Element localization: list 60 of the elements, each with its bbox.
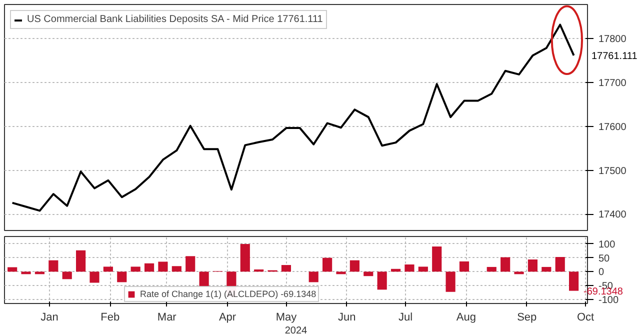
bar [322,258,332,272]
y-tick-label: -100 [598,294,619,306]
x-axis-title: 2024 [284,326,308,336]
x-tick-label: Feb [100,312,120,324]
bar [199,272,209,286]
bar [76,250,86,272]
bar [418,266,428,272]
y-tick-label: 17600 [598,122,627,133]
legend-label: US Commercial Bank Liabilities Deposits SA - Mid Price 17761.111 [27,14,323,25]
bar [528,259,538,272]
bar [117,272,127,282]
x-tick-label: May [276,312,298,324]
y-tick-label: 17800 [598,34,627,45]
bar [8,267,18,272]
bar [103,266,113,272]
line-series [11,24,575,212]
bar [569,272,579,291]
bar [390,268,401,272]
bar [459,261,470,272]
bar [350,260,360,272]
bar [308,272,318,282]
bar [336,272,346,274]
x-tick-label: Mar [157,312,177,324]
bar [281,265,292,272]
x-tick-label: Sep [517,312,537,324]
y-tick-label: 17400 [598,210,627,221]
bar [432,246,442,272]
bar [158,262,168,272]
y-tick-label: 0 [598,267,604,278]
bar [377,272,387,290]
y-tick-label: 100 [598,239,616,250]
bar [144,263,154,272]
bar [172,266,182,272]
bar [486,266,496,272]
bar [240,244,250,272]
bar [446,272,456,292]
x-tick-label: Jul [398,312,413,324]
bar [364,272,374,276]
y-tick-label: 50 [598,253,610,264]
bar [90,272,100,283]
bar [21,272,31,274]
bar [404,264,414,272]
x-tick-label: Jan [40,312,58,324]
legend-label: Rate of Change 1(1) (ALCLDEPO) -69.1348 [140,289,316,299]
bar [500,257,510,272]
bar [186,256,196,272]
y-tick-label: 17700 [598,78,627,89]
y-tick-label: 17500 [598,166,627,177]
x-tick-label: Apr [218,312,236,324]
bar [542,266,552,272]
bar [555,256,565,272]
bar [62,272,72,280]
bar [130,266,140,272]
bar [514,272,524,274]
x-tick-label: Oct [576,312,594,324]
text: 17761.111 [592,50,638,62]
bar [34,272,45,274]
bar [48,260,58,272]
x-tick-label: Aug [456,312,476,324]
x-tick-label: Jun [338,312,356,324]
